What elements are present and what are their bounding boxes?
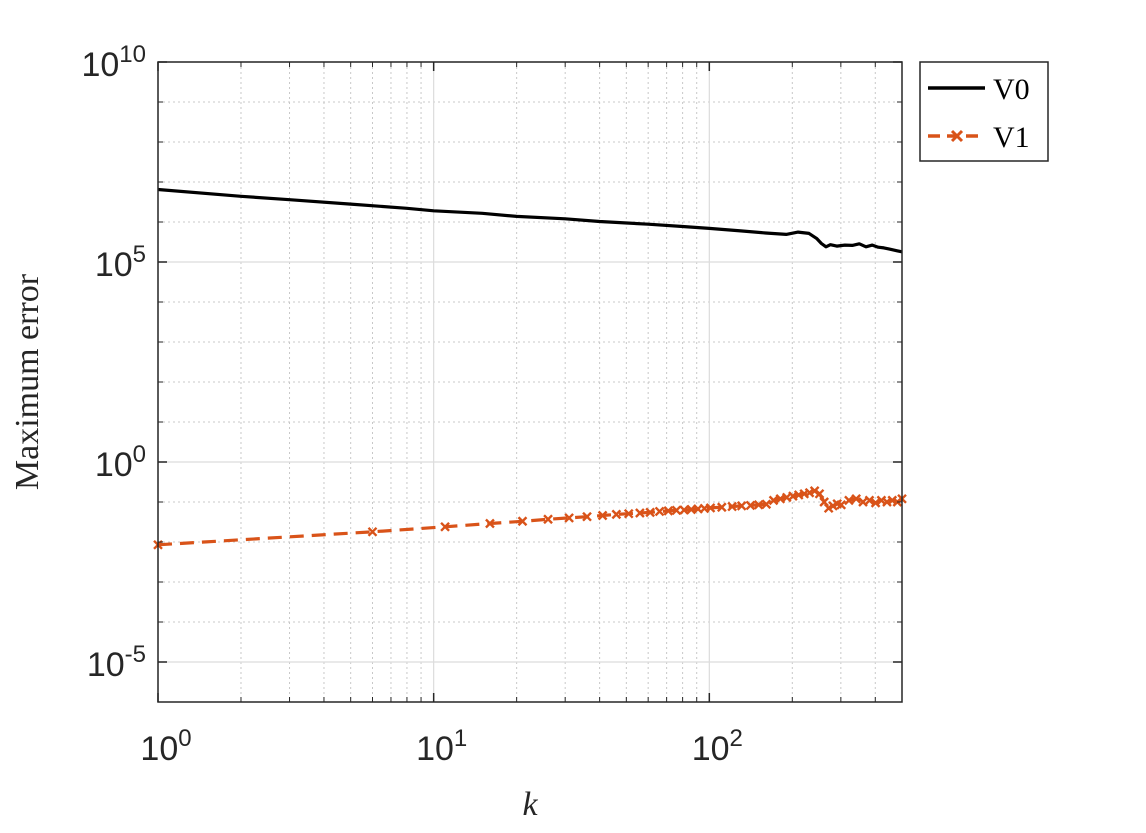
data-point-v1 xyxy=(635,508,645,518)
y-tick-label: 10-5 xyxy=(87,641,146,684)
axis-ticks xyxy=(157,61,903,703)
data-point-v1 xyxy=(564,513,574,523)
data-point-v1 xyxy=(745,500,756,511)
x-axis-label: k xyxy=(522,786,538,823)
y-axis-label: Maximum error xyxy=(9,273,46,490)
y-tick-label: 1010 xyxy=(81,41,146,84)
data-point-v1 xyxy=(836,499,847,510)
data-point-v1 xyxy=(611,509,622,520)
data-point-v1 xyxy=(851,493,862,504)
data-point-v1 xyxy=(814,488,825,499)
data-point-v1 xyxy=(367,526,378,537)
y-tick-label: 105 xyxy=(95,241,146,284)
data-point-v1 xyxy=(645,507,655,518)
data-point-v1 xyxy=(768,495,779,506)
series-layer xyxy=(153,187,907,550)
data-point-v1 xyxy=(870,498,881,508)
grid-minor xyxy=(158,62,903,703)
data-point-v1 xyxy=(716,502,727,513)
data-point-v1 xyxy=(582,511,592,522)
data-point-v1 xyxy=(543,514,553,525)
series-line-v0 xyxy=(157,187,903,254)
x-tick-label: 102 xyxy=(692,725,743,768)
data-point-v1 xyxy=(671,505,682,516)
legend-marker-v1 xyxy=(950,129,964,143)
data-point-v1 xyxy=(485,518,495,529)
data-point-v1 xyxy=(440,521,450,532)
data-point-v1 xyxy=(517,516,528,527)
data-point-v1 xyxy=(844,495,854,506)
legend-box xyxy=(919,61,1049,162)
data-point-v1 xyxy=(809,486,820,496)
data-point-v1 xyxy=(705,503,716,513)
legend-label-v0: V0 xyxy=(993,73,1030,106)
data-point-v1 xyxy=(727,501,737,512)
data-point-v1 xyxy=(663,506,674,516)
grid-major xyxy=(157,61,902,702)
data-point-v1 xyxy=(736,501,747,511)
x-tick-labels: 100 101 102 xyxy=(140,725,743,768)
x-tick-label: 100 xyxy=(140,725,191,768)
data-point-v1 xyxy=(597,510,608,521)
legend: V0 V1 xyxy=(919,61,1049,162)
data-point-v1 xyxy=(858,497,868,507)
data-point-v1 xyxy=(623,508,634,519)
x-tick-label: 101 xyxy=(416,725,467,768)
data-point-v1 xyxy=(864,495,875,506)
y-tick-label: 100 xyxy=(95,441,146,484)
data-point-v1 xyxy=(753,499,764,510)
data-point-v1 xyxy=(761,499,772,510)
data-point-v1 xyxy=(654,506,665,517)
y-tick-labels: 1010 105 100 10-5 xyxy=(81,41,146,684)
legend-label-v1: V1 xyxy=(993,121,1030,154)
